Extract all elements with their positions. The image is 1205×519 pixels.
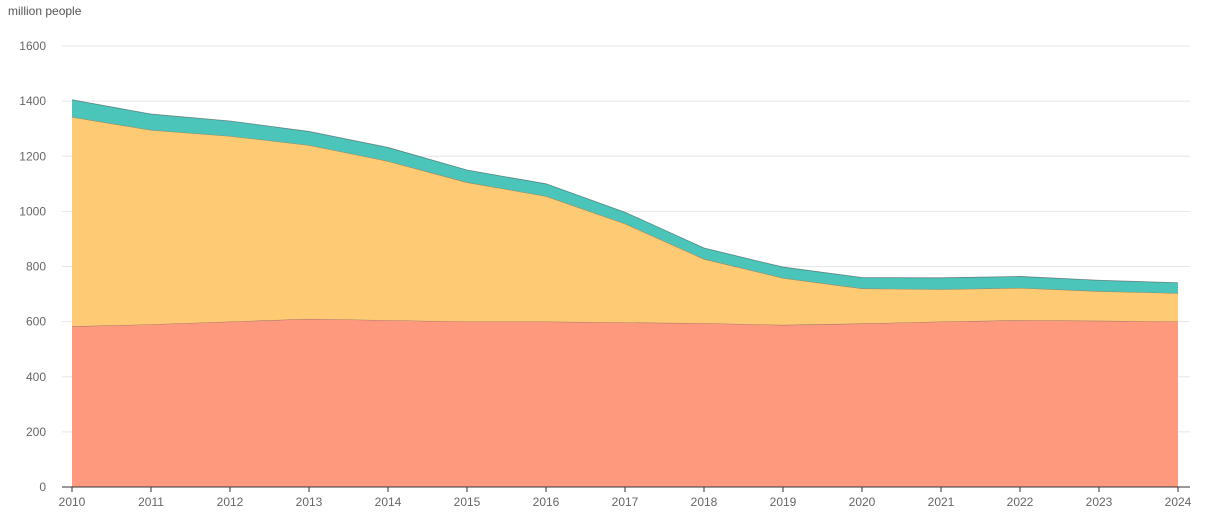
- x-tick-label-2024: 2024: [1165, 495, 1192, 509]
- y-tick-label-1000: 1000: [19, 204, 46, 218]
- y-tick-label-1200: 1200: [19, 149, 46, 163]
- y-tick-label-1400: 1400: [19, 94, 46, 108]
- x-tick-label-2018: 2018: [691, 495, 718, 509]
- area-series-2: [72, 117, 1178, 327]
- y-tick-label-200: 200: [26, 425, 46, 439]
- x-tick-label-2019: 2019: [770, 495, 797, 509]
- x-tick-label-2015: 2015: [454, 495, 481, 509]
- x-tick-label-2021: 2021: [928, 495, 955, 509]
- y-axis-unit-label: million people: [8, 4, 82, 18]
- x-tick-label-2014: 2014: [375, 495, 402, 509]
- area-series-1: [72, 318, 1178, 487]
- x-tick-label-2020: 2020: [849, 495, 876, 509]
- area-series-3-edge: [71, 99, 1179, 284]
- area-series-3: [72, 99, 1178, 294]
- x-tick-label-2016: 2016: [533, 495, 560, 509]
- x-tick-label-2010: 2010: [59, 495, 86, 509]
- y-tick-label-600: 600: [26, 315, 46, 329]
- x-tick-label-2011: 2011: [138, 495, 164, 509]
- y-tick-label-800: 800: [26, 260, 46, 274]
- y-tick-label-400: 400: [26, 370, 46, 384]
- x-tick-label-2022: 2022: [1007, 495, 1034, 509]
- x-tick-label-2012: 2012: [217, 495, 244, 509]
- x-tick-label-2013: 2013: [296, 495, 323, 509]
- x-tick-label-2017: 2017: [612, 495, 639, 509]
- y-tick-label-0: 0: [39, 480, 46, 494]
- y-tick-label-1600: 1600: [19, 39, 46, 53]
- x-tick-label-2023: 2023: [1086, 495, 1113, 509]
